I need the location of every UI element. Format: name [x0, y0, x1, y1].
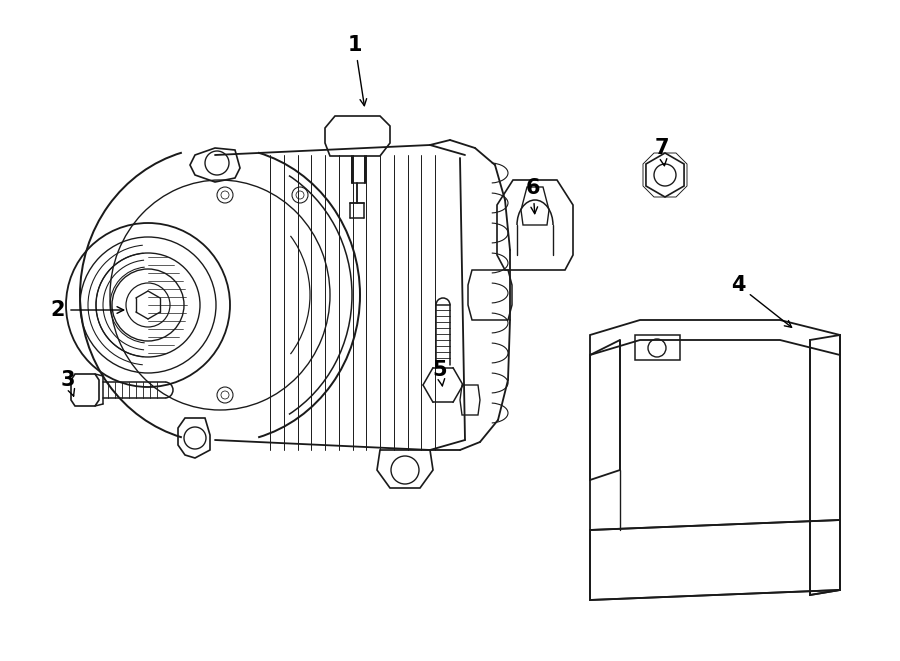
- Text: 1: 1: [347, 35, 366, 106]
- Text: 3: 3: [61, 370, 76, 396]
- Text: 2: 2: [50, 300, 123, 320]
- Text: 4: 4: [731, 275, 792, 327]
- Text: 7: 7: [655, 138, 670, 166]
- Text: 6: 6: [526, 178, 540, 214]
- Text: 5: 5: [433, 360, 447, 386]
